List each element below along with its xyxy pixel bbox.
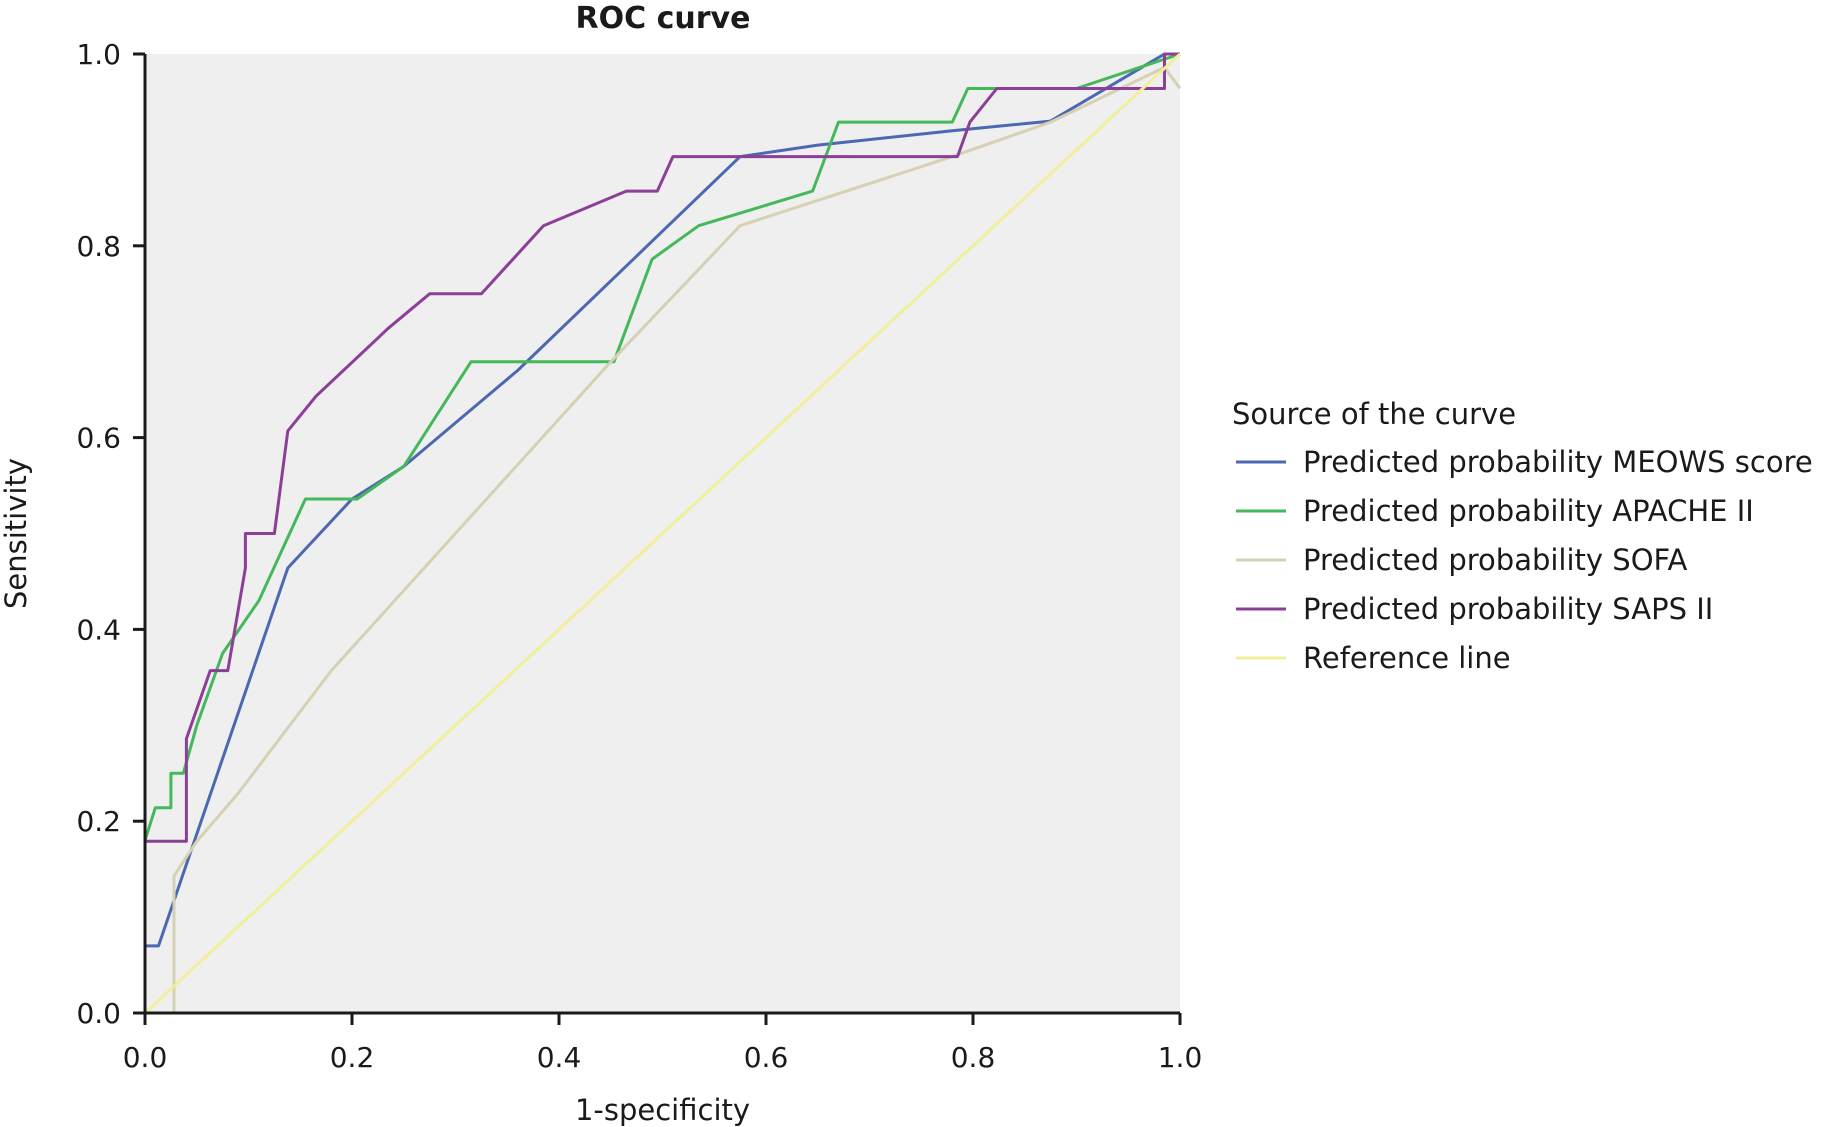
x-tick-label: 0.0	[123, 1041, 168, 1074]
series-line-4	[143, 52, 1180, 1013]
x-tick-label: 0.4	[537, 1041, 582, 1074]
legend-entry: Predicted probability MEOWS score	[1303, 445, 1813, 479]
series-line-5	[143, 52, 1182, 1015]
legend-entry: Predicted probability APACHE II	[1303, 494, 1754, 528]
x-axis-title: 1-specificity	[575, 1093, 750, 1127]
legend-entry: Reference line	[1303, 641, 1511, 675]
axes: 0.0 0.2 0.4 0.6 0.8 1.0 0.0 0.2 0.4 0.6 0.8 1.0	[76, 38, 1202, 1074]
legend-entry: Predicted probability SOFA	[1303, 543, 1688, 577]
series-line-3	[172, 65, 1182, 1013]
legend-items: Predicted probability MEOWS score Predict…	[1236, 445, 1813, 675]
x-tick-label: 1.0	[1158, 1041, 1203, 1074]
x-tick-label: 0.2	[330, 1041, 375, 1074]
y-tick-label: 1.0	[76, 38, 121, 71]
series-layer	[143, 52, 1182, 1015]
y-tick-label: 0.4	[76, 613, 121, 646]
legend: Source of the curve Predicted probabilit…	[1232, 397, 1813, 675]
y-tick-label: 0.8	[76, 230, 121, 263]
chart-title: ROC curve	[576, 1, 751, 36]
series-line-2	[143, 52, 1181, 841]
x-tick-label: 0.6	[744, 1041, 789, 1074]
y-axis-title: Sensitivity	[0, 458, 33, 609]
y-tick-label: 0.0	[76, 997, 121, 1030]
y-tick-label: 0.6	[76, 422, 121, 455]
legend-entry: Predicted probability SAPS II	[1303, 592, 1713, 626]
x-tick-label: 0.8	[951, 1041, 996, 1074]
legend-title: Source of the curve	[1232, 397, 1516, 431]
y-tick-label: 0.2	[76, 805, 121, 838]
